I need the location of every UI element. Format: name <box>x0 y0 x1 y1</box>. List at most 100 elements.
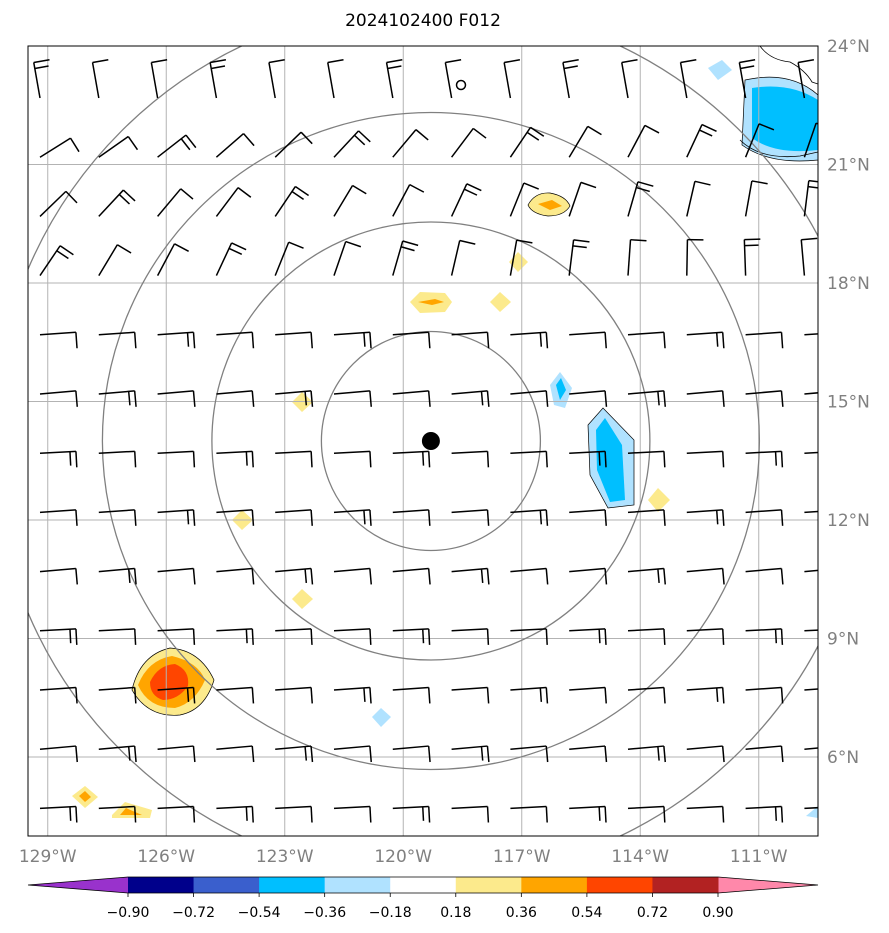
barb-flag <box>526 131 540 141</box>
colorbar-tick-label: 0.72 <box>637 905 668 921</box>
barb-flag <box>663 628 666 645</box>
barb-flag <box>721 687 725 704</box>
barb-flag <box>251 509 255 526</box>
wind-barb <box>333 745 373 763</box>
barb-flag <box>840 568 841 584</box>
wind-barb <box>392 567 431 585</box>
wind-barb <box>392 628 431 645</box>
barb-flag <box>630 238 647 242</box>
wind-barb <box>157 188 194 217</box>
wind-barb <box>568 239 590 276</box>
wind-barb <box>157 509 196 526</box>
wind-barb <box>98 135 139 158</box>
wind-barb <box>39 137 80 158</box>
wind-barb <box>216 509 255 526</box>
barb-flag <box>486 390 490 407</box>
barb-flag <box>663 687 666 704</box>
barb-flag <box>251 332 255 349</box>
barb-staff <box>333 450 370 454</box>
barb-staff <box>451 127 474 158</box>
wind-barb <box>392 183 425 217</box>
barb-flag <box>327 59 344 64</box>
barb-staff <box>451 686 488 691</box>
barb-staff <box>803 122 817 158</box>
wind-barb <box>686 390 725 407</box>
barb-staff <box>98 686 135 691</box>
barb-staff <box>451 450 488 454</box>
wind-barb <box>804 451 818 454</box>
barb-flag <box>185 134 197 149</box>
wind-barb <box>686 180 711 217</box>
barb-flag <box>604 332 607 349</box>
wind-barb <box>804 747 818 750</box>
barb-staff <box>268 62 276 99</box>
barb-flag <box>251 451 254 468</box>
barb-flag <box>245 451 248 466</box>
wind-barb <box>569 450 607 468</box>
wind-barb <box>686 567 725 585</box>
barb-staff <box>392 184 411 217</box>
wind-barb <box>804 333 818 336</box>
latitude-labels: 6°N 9°N 12°N 15°N 18°N 21°N 24°N <box>827 37 870 768</box>
barb-staff <box>392 686 429 691</box>
wind-barb <box>451 567 490 585</box>
wind-barb <box>745 390 784 407</box>
barb-staff <box>392 240 404 276</box>
barb-staff <box>98 805 135 810</box>
barb-flag <box>834 569 835 583</box>
barb-flag <box>369 509 372 526</box>
barb-flag <box>504 59 521 64</box>
field-contour-fill <box>490 292 511 312</box>
barb-flag <box>310 745 314 763</box>
wind-barb <box>627 745 667 763</box>
wind-barbs <box>33 59 841 823</box>
barb-flag <box>480 568 484 583</box>
storm-center-marker <box>421 432 440 450</box>
barb-flag <box>780 687 784 704</box>
barb-flag <box>251 568 255 585</box>
barb-staff <box>569 509 606 514</box>
wind-barb <box>745 509 784 526</box>
wind-barb <box>510 567 549 585</box>
barb-staff <box>98 135 129 158</box>
barb-flag <box>427 568 431 585</box>
wind-barb <box>216 745 255 763</box>
barb-flag <box>780 745 784 763</box>
barb-flag <box>466 183 482 192</box>
barb-staff <box>91 62 100 99</box>
barb-staff <box>215 187 239 217</box>
colorbar-segment <box>128 877 195 893</box>
colorbar-segment <box>652 877 719 893</box>
wind-barb <box>39 450 78 468</box>
barb-flag <box>780 332 784 349</box>
wind-barb <box>215 133 255 158</box>
barb-flag <box>415 129 429 141</box>
barb-flag <box>192 390 196 407</box>
barb-flag <box>486 332 490 349</box>
colorbar-tick-label: 0.36 <box>506 905 537 921</box>
barb-flag <box>637 181 654 187</box>
barb-flag <box>545 451 548 468</box>
wind-barb <box>333 331 372 349</box>
colorbar-tick-label: −0.36 <box>303 905 346 921</box>
wind-barb <box>451 686 490 704</box>
barb-flag <box>369 628 372 645</box>
wind-barb <box>745 450 784 468</box>
barb-flag <box>231 242 247 251</box>
wind-barb <box>744 123 775 158</box>
coastline-contour <box>739 139 818 157</box>
barb-staff <box>686 450 723 454</box>
barb-flag <box>245 629 248 644</box>
wind-barb <box>510 509 549 526</box>
barb-staff <box>745 390 782 395</box>
barb-flag <box>186 687 190 702</box>
barb-flag <box>486 509 490 526</box>
barb-flag <box>134 628 137 645</box>
barb-staff <box>745 745 782 750</box>
barb-flag <box>598 629 601 644</box>
colorbar-segment <box>586 877 653 893</box>
barb-flag <box>572 245 587 249</box>
wind-barb <box>157 331 196 349</box>
latitude-tick-label: 12°N <box>827 511 870 531</box>
barb-flag <box>428 628 431 645</box>
